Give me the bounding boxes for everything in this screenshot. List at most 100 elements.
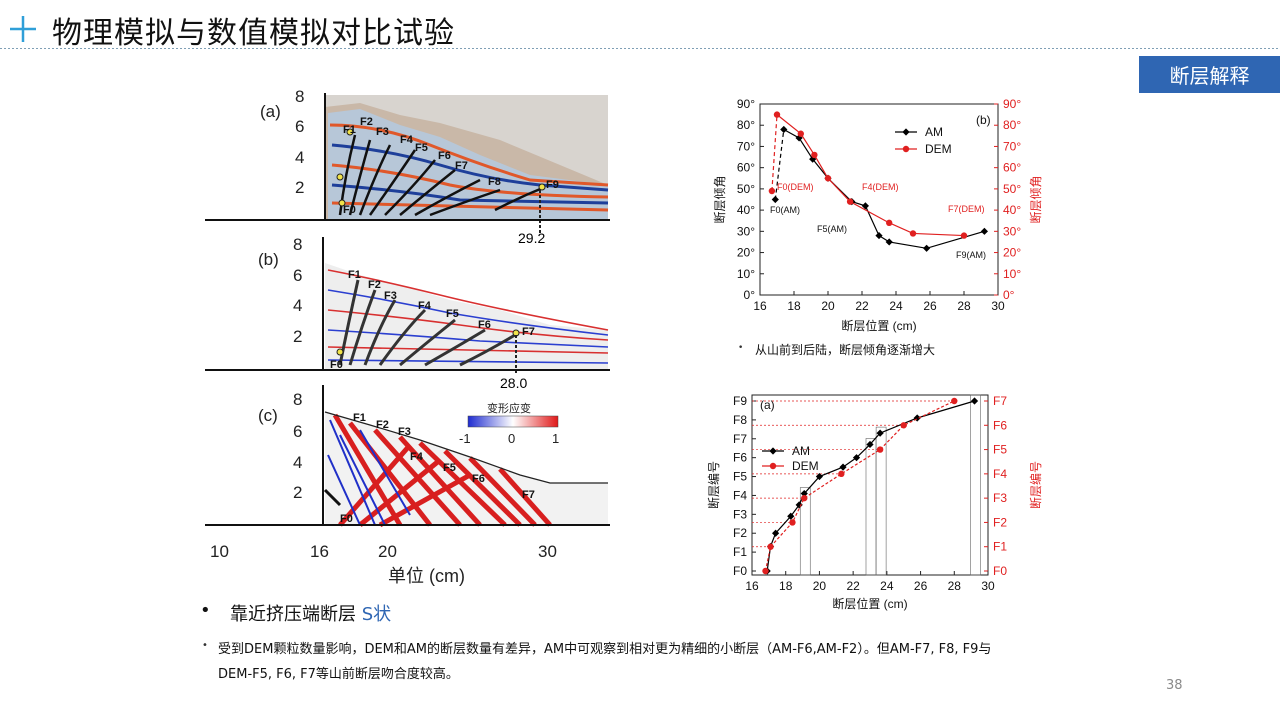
y-tick-label: F8 bbox=[733, 413, 747, 427]
fault-label: F3 bbox=[398, 426, 411, 438]
detail-line-2: DEM-F5, F6, F7等山前断层吻合度较高。 bbox=[218, 667, 459, 682]
fault-label: F3 bbox=[376, 126, 389, 138]
y-tick-label: 10° bbox=[737, 267, 755, 281]
legend-entry: AM bbox=[792, 444, 810, 458]
data-point bbox=[902, 145, 910, 153]
title-divider bbox=[0, 48, 1280, 49]
y-tick-label-right: 80° bbox=[1003, 118, 1021, 132]
plot-frame bbox=[759, 103, 999, 296]
data-point bbox=[801, 494, 808, 502]
y-tick-label: F7 bbox=[733, 432, 747, 446]
x-tick-label: 26 bbox=[914, 579, 928, 593]
y-tick: 2 bbox=[293, 483, 302, 502]
plot-frame bbox=[751, 394, 989, 576]
x-tick: 20 bbox=[378, 542, 397, 561]
y-axis-label: 断层倾角 bbox=[712, 175, 727, 223]
panel-label: (a) bbox=[260, 102, 281, 121]
fault-label: F2 bbox=[368, 279, 381, 291]
data-point bbox=[913, 414, 921, 422]
step-box bbox=[875, 426, 887, 576]
data-point bbox=[960, 232, 968, 239]
data-point bbox=[780, 125, 788, 134]
y-tick-label: 70° bbox=[737, 139, 755, 153]
chart-annotation: F0(AM) bbox=[770, 205, 800, 215]
fault-label: F0 bbox=[330, 359, 343, 371]
data-point bbox=[797, 130, 804, 137]
y-tick-label-right: 70° bbox=[1003, 139, 1021, 153]
chart-annotation: F5(AM) bbox=[817, 224, 847, 234]
y-tick-label: F0 bbox=[733, 564, 747, 578]
y-tick-label: 20° bbox=[737, 246, 755, 260]
section-tag: 断层解释 bbox=[1139, 56, 1280, 93]
fault-label: F4 bbox=[410, 451, 424, 463]
bullet-dot: • bbox=[738, 343, 744, 353]
data-point bbox=[768, 187, 776, 195]
chart-annotation: F0(DEM) bbox=[777, 182, 814, 192]
y-tick: 4 bbox=[293, 296, 302, 315]
front-position-marker: 29.2 bbox=[518, 230, 545, 246]
data-point bbox=[866, 440, 874, 449]
fault-label: F7 bbox=[455, 160, 468, 172]
panel-b: F1 F2 F3 F4 F5 F6 F7 F0 28.0 (b) 8 6 4 2 bbox=[205, 235, 610, 391]
panel-a: F1 F2 F3 F4 F5 F6 F7 F8 F9 F0 29.2 (a) 8… bbox=[205, 87, 610, 246]
x-tick: 30 bbox=[538, 542, 557, 561]
data-point bbox=[767, 543, 774, 550]
x-tick-label: 18 bbox=[779, 579, 793, 593]
y-tick-label: F1 bbox=[733, 545, 747, 559]
data-point bbox=[787, 512, 795, 520]
series-connector bbox=[771, 114, 778, 192]
x-tick: 16 bbox=[310, 542, 329, 561]
x-tick-label: 20 bbox=[813, 579, 827, 593]
data-point bbox=[885, 238, 893, 246]
y-tick: 8 bbox=[293, 235, 302, 254]
data-point bbox=[811, 151, 818, 159]
y-tick-label-right: 0° bbox=[1003, 288, 1015, 302]
x-tick-label: 28 bbox=[957, 299, 971, 313]
data-point bbox=[769, 447, 777, 455]
y-tick: 2 bbox=[293, 327, 302, 346]
data-point bbox=[846, 198, 854, 205]
x-tick-label: 24 bbox=[889, 299, 903, 313]
y-tick-label-right: 10° bbox=[1003, 267, 1021, 281]
y-tick-label: F4 bbox=[733, 488, 747, 502]
step-box bbox=[970, 394, 981, 576]
fault-label: F1 bbox=[348, 269, 361, 281]
x-axis-label: 断层位置 (cm) bbox=[841, 318, 916, 333]
y-tick-label-right: 20° bbox=[1003, 246, 1021, 260]
y-tick-label-right: F1 bbox=[993, 540, 1007, 554]
fault-label: F1 bbox=[343, 124, 356, 136]
series-line bbox=[764, 400, 955, 572]
y-tick-label: 80° bbox=[737, 118, 755, 132]
plus-icon bbox=[10, 16, 36, 42]
y-tick-label: 0° bbox=[744, 288, 756, 302]
fault-label: F9 bbox=[546, 179, 559, 191]
y-tick-label-right: F6 bbox=[993, 418, 1007, 432]
data-point bbox=[951, 397, 958, 405]
y-tick: 6 bbox=[293, 422, 302, 441]
data-point bbox=[886, 219, 893, 227]
x-tick: 10 bbox=[210, 542, 229, 561]
x-axis-label: 单位 (cm) bbox=[388, 566, 465, 586]
x-tick-label: 30 bbox=[981, 579, 995, 593]
x-tick-label: 16 bbox=[745, 579, 759, 593]
data-point bbox=[861, 202, 869, 210]
data-point bbox=[980, 227, 988, 235]
y-tick-label-right: F7 bbox=[993, 394, 1007, 408]
panel-c: F1 F2 F3 F4 F5 F6 F7 F0 变形应变 -1 0 1 (c) … bbox=[205, 385, 610, 528]
main-bullet-text: 靠近挤压端断层 bbox=[230, 604, 356, 625]
y-tick-label: 30° bbox=[737, 224, 755, 238]
data-point bbox=[773, 111, 781, 118]
data-point bbox=[789, 519, 796, 526]
colorbar-tick: 1 bbox=[552, 431, 559, 446]
y-tick: 4 bbox=[293, 453, 302, 472]
x-tick-label: 24 bbox=[880, 579, 894, 593]
data-point bbox=[909, 230, 917, 237]
y-tick-label: F9 bbox=[733, 394, 747, 408]
fault-label: F3 bbox=[384, 290, 397, 302]
series-line bbox=[783, 128, 985, 249]
y-tick-label-right: 50° bbox=[1003, 182, 1021, 196]
y-tick-label: F5 bbox=[733, 470, 747, 484]
detail-line-1: 受到DEM颗粒数量影响，DEM和AM的断层数量有差异，AM中可观察到相对更为精细… bbox=[218, 642, 992, 657]
chart-note: 从山前到后陆，断层倾角逐渐增大 bbox=[755, 343, 936, 357]
fault-label: F6 bbox=[472, 473, 485, 485]
